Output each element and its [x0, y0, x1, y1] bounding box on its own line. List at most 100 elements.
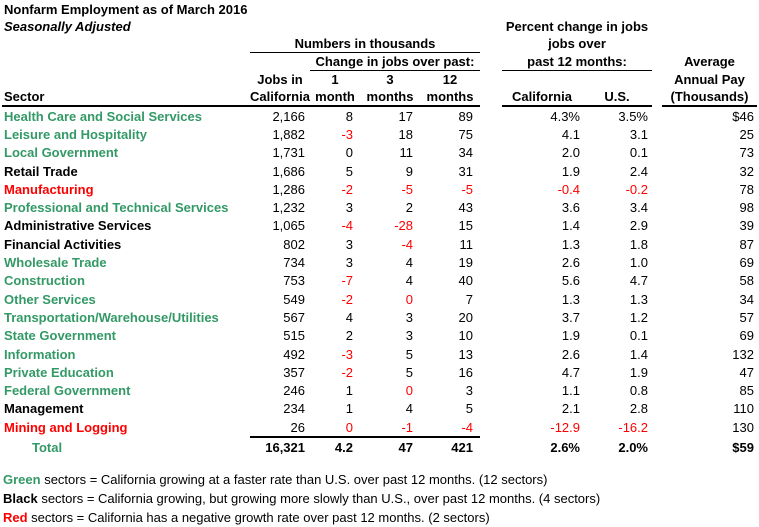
spacer	[652, 71, 662, 89]
cell-value: 3	[345, 200, 353, 216]
spacer	[480, 88, 502, 106]
cell-value: 1.2	[629, 309, 648, 325]
spacer	[652, 381, 662, 399]
spacer	[480, 162, 502, 180]
cell-value: 1,286	[272, 181, 305, 197]
cell-value: 0	[405, 383, 413, 399]
sector-name: Information	[4, 346, 76, 362]
cell-value: 2.8	[629, 401, 648, 417]
spacer	[652, 363, 662, 381]
sector-name: Professional and Technical Services	[4, 200, 229, 216]
cell-value: 3	[405, 328, 413, 344]
spacer	[480, 345, 502, 363]
sector-name: Transportation/Warehouse/Utilities	[4, 309, 219, 325]
sector-name: Management	[4, 401, 84, 417]
cell-value: -4	[401, 236, 413, 252]
spacer	[2, 53, 250, 71]
cell-value: 1.3	[629, 291, 648, 307]
cell-value: 2.4	[629, 163, 648, 179]
header-month: month	[310, 88, 360, 107]
cell-value: -2	[341, 181, 353, 197]
spacer	[480, 217, 502, 235]
sector-name: Federal Government	[4, 383, 131, 399]
cell-value: 9	[405, 163, 413, 179]
spacer	[480, 53, 502, 71]
employment-table: Nonfarm Employment as of March 2016 Seas…	[2, 1, 757, 458]
spacer	[480, 327, 502, 345]
table-row: Transportation/Warehouse/Utilities 567 4 3 2…	[2, 308, 757, 326]
total-value: $59	[732, 439, 754, 455]
cell-value: 132	[732, 346, 754, 362]
sector-name: Mining and Logging	[4, 420, 128, 436]
cell-value: 13	[458, 346, 473, 362]
header-months-3: months	[360, 88, 420, 107]
cell-value: 1,232	[272, 200, 305, 216]
cell-value: 10	[458, 328, 473, 344]
spacer	[652, 88, 662, 106]
spacer	[2, 35, 250, 53]
legend-green: Green sectors = California growing at a …	[3, 470, 759, 489]
cell-value: 69	[739, 328, 754, 344]
cell-value: 4.7	[561, 364, 580, 380]
cell-value: -4	[341, 218, 353, 234]
cell-value: 0.1	[629, 145, 648, 161]
cell-value: 0.8	[629, 383, 648, 399]
spacer	[652, 418, 662, 437]
cell-value: 32	[739, 163, 754, 179]
cell-value: 3	[345, 236, 353, 252]
cell-value: 19	[458, 255, 473, 271]
cell-value: 16	[458, 364, 473, 380]
cell-value: 4	[345, 309, 353, 325]
spacer	[582, 71, 652, 89]
spacer	[480, 437, 502, 457]
sector-name: State Government	[4, 328, 116, 344]
cell-value: 1,686	[272, 163, 305, 179]
cell-value: 0	[345, 419, 353, 435]
spacer	[652, 35, 662, 53]
cell-value: 2.0	[561, 145, 580, 161]
cell-value: 3.4	[629, 200, 648, 216]
cell-value: 515	[283, 328, 305, 344]
cell-value: 492	[283, 346, 305, 362]
header-numbers-in-thousands: Numbers in thousands	[250, 35, 480, 53]
cell-value: 1	[345, 401, 353, 417]
cell-value: 11	[399, 145, 414, 161]
cell-value: 246	[283, 383, 305, 399]
header-change-in-jobs: Change in jobs over past:	[310, 52, 480, 71]
cell-value: 7	[465, 291, 473, 307]
spacer	[480, 180, 502, 198]
sector-name: Construction	[4, 273, 85, 289]
cell-value: -3	[341, 346, 353, 362]
cell-value: 5.6	[561, 273, 580, 289]
cell-value: -1	[401, 419, 413, 435]
cell-value: 1,731	[272, 145, 305, 161]
spacer	[652, 125, 662, 143]
cell-value: 15	[458, 218, 473, 234]
header-annual-pay: Annual Pay	[674, 71, 745, 87]
total-value: 421	[420, 436, 480, 458]
cell-value: 802	[283, 236, 305, 252]
cell-value: 753	[283, 273, 305, 289]
table-row: Health Care and Social Services 2,166 8 17 8…	[2, 106, 757, 125]
table-row: Other Services 549 -2 0 7 1.3 1.3 34	[2, 290, 757, 308]
cell-value: 75	[458, 126, 473, 142]
cell-value: 1.9	[629, 364, 648, 380]
cell-value: 11	[459, 236, 474, 252]
spacer	[480, 106, 502, 125]
legend: Green sectors = California growing at a …	[3, 470, 759, 527]
cell-value: 17	[398, 108, 413, 124]
spacer	[662, 35, 757, 53]
header-us-pct: U.S.	[582, 88, 652, 107]
spacer	[652, 253, 662, 271]
cell-value: 57	[739, 309, 754, 325]
cell-value: 4.3%	[550, 108, 580, 124]
spacer	[480, 71, 502, 89]
cell-value: 734	[283, 255, 305, 271]
cell-value: 3	[405, 309, 413, 325]
cell-value: 2	[345, 328, 353, 344]
cell-value: 549	[283, 291, 305, 307]
cell-value: 39	[739, 218, 754, 234]
cell-value: 87	[739, 236, 754, 252]
cell-value: 2	[405, 200, 413, 216]
cell-value: 25	[739, 126, 754, 142]
